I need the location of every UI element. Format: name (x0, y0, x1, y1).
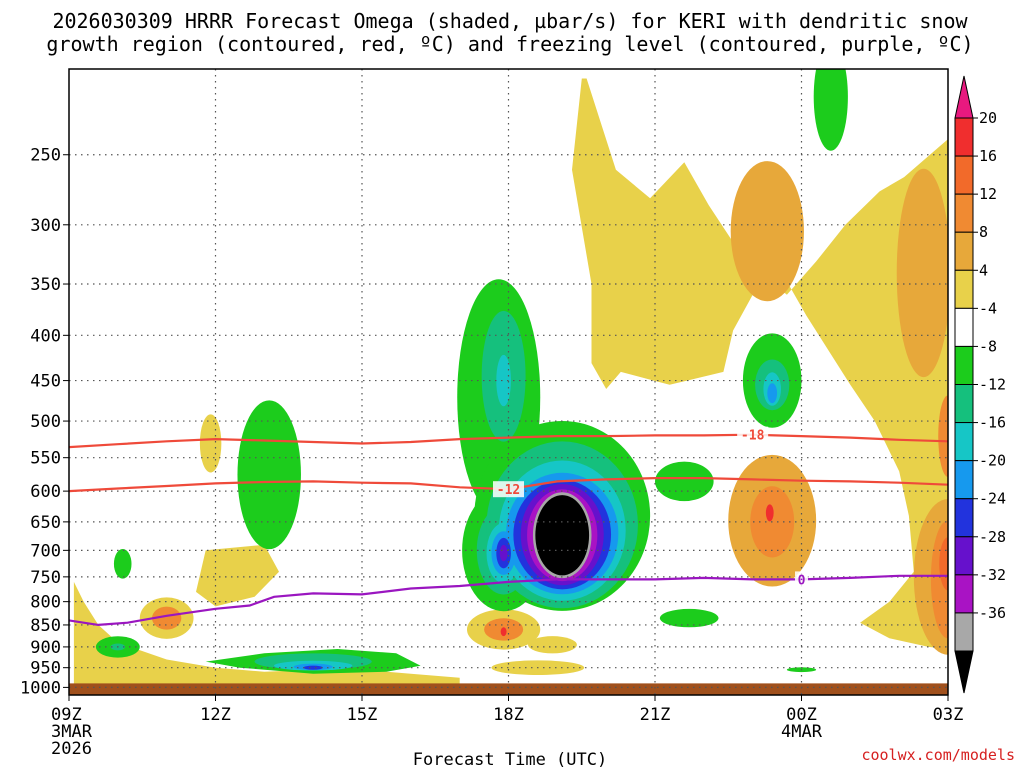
omega-region-20-1 (500, 627, 507, 637)
x-tick-sublabel-00Z: 4MAR (781, 722, 823, 742)
omega-region-neg24-2 (303, 665, 323, 670)
contour-label-bg-freezing-level (795, 571, 808, 588)
colorbar-swatch-8 (954, 422, 974, 462)
omega-region-4-1 (196, 544, 279, 607)
omega-region-neg8-1 (113, 548, 132, 579)
colorbar-tick-label-0: 20 (979, 109, 997, 127)
credit-link[interactable]: coolwx.com/models (861, 746, 1015, 764)
colorbar-swatch-7 (954, 384, 974, 424)
y-axis: 2503003504004505005506006507007508008509… (20, 146, 69, 698)
colorbar-swatch-5 (954, 307, 974, 347)
x-tick-label-21Z: 21Z (640, 705, 671, 725)
x-axis-label: Forecast Time (UTC) (413, 750, 607, 768)
omega-region-neg28-0 (499, 544, 508, 562)
omega-region-4-7 (572, 78, 948, 649)
colorbar-tick-label-8: -16 (979, 414, 1006, 432)
colorbar-tick-label-1: 16 (979, 147, 997, 165)
y-tick-label-500: 500 (30, 412, 61, 432)
colorbar-swatch-2 (954, 193, 974, 233)
omega-region-neg8-8 (659, 608, 719, 628)
colorbar-tick-label-7: -12 (979, 376, 1006, 394)
colorbar-tick-label-9: -20 (979, 452, 1006, 470)
contour-label-bg-dendritic-top (737, 426, 769, 443)
omega-region-4-0 (73, 581, 460, 688)
contour-label-dendritic-bottom: -12 (497, 483, 520, 498)
colorbar-tick-label-11: -28 (979, 528, 1006, 546)
y-tick-label-800: 800 (30, 593, 61, 613)
omega-region-4-3 (199, 414, 222, 473)
x-tick-label-18Z: 18Z (493, 705, 524, 725)
colorbar-swatch-4 (954, 269, 974, 309)
contour-lines: -18 -12 0 (69, 426, 948, 627)
contour-label-bg-dendritic-bottom (493, 481, 524, 498)
y-tick-label-300: 300 (30, 216, 61, 236)
colorbar-swatch-12 (954, 574, 974, 614)
omega-region-12-1 (938, 395, 948, 477)
colorbar-tick-label-5: -4 (979, 299, 997, 317)
omega-region-4-5 (528, 636, 577, 654)
omega-region-neg8-7 (655, 461, 714, 502)
colorbar-swatch-3 (954, 231, 974, 271)
y-tick-label-650: 650 (30, 513, 61, 533)
colorbar: 20 16 12 8 4 -4 -8 -12 -16 -20 -24 -28 -32 -36 (954, 75, 1006, 694)
x-tick-sublabel-09Z: 3MAR (51, 722, 93, 742)
contour-dendritic-top (69, 433, 948, 449)
omega-region-8-2 (896, 168, 948, 378)
colorbar-swatch-11 (954, 536, 974, 576)
contour-freezing-level (69, 574, 948, 627)
omega-region-neg8-2 (237, 400, 301, 550)
y-tick-label-900: 900 (30, 638, 61, 658)
colorbar-swatch-13 (954, 612, 974, 652)
x-tick-label-03Z: 03Z (933, 705, 964, 725)
omega-region-neg8-10 (813, 69, 848, 151)
colorbar-swatch-9 (954, 460, 974, 500)
y-tick-label-400: 400 (30, 326, 61, 346)
colorbar-tick-label-3: 8 (979, 223, 988, 241)
y-tick-label-550: 550 (30, 449, 61, 469)
x-tick-label-09Z: 09Z (51, 705, 82, 725)
y-tick-label-600: 600 (30, 482, 61, 502)
colorbar-swatch-10 (954, 498, 974, 538)
colorbar-swatch-1 (954, 155, 974, 195)
y-tick-label-700: 700 (30, 541, 61, 561)
y-tick-label-250: 250 (30, 146, 61, 166)
contour-label-dendritic-top: -18 (741, 429, 765, 444)
y-tick-label-450: 450 (30, 372, 61, 392)
x-tick-year-09Z: 2026 (51, 739, 92, 759)
ground-surface (69, 683, 948, 695)
omega-region-neg40-0 (535, 495, 590, 576)
y-tick-label-750: 750 (30, 568, 61, 588)
omega-region-neg16-4 (496, 354, 511, 407)
colorbar-tick-label-13: -36 (979, 604, 1006, 622)
omega-region-8-0 (730, 161, 804, 302)
colorbar-tick-label-10: -24 (979, 490, 1006, 508)
y-tick-label-950: 950 (30, 659, 61, 679)
y-tick-label-850: 850 (30, 616, 61, 636)
omega-shaded-field (73, 69, 948, 688)
colorbar-tick-label-6: -8 (979, 337, 997, 355)
x-tick-label-12Z: 12Z (200, 705, 231, 725)
chart-title-line-2: growth region (contoured, red, ºC) and f… (46, 32, 973, 56)
omega-region-20-0 (765, 504, 774, 522)
colorbar-bottom-arrow (954, 650, 974, 694)
y-tick-label-1000: 1000 (20, 678, 61, 698)
colorbar-swatch-6 (954, 345, 974, 385)
colorbar-tick-label-2: 12 (979, 185, 997, 203)
x-tick-label-00Z: 00Z (786, 705, 817, 725)
contour-label-freezing-level: 0 (798, 573, 806, 588)
colorbar-top-arrow (954, 75, 974, 119)
x-tick-label-15Z: 15Z (347, 705, 378, 725)
colorbar-tick-label-4: 4 (979, 261, 988, 279)
omega-region-12-3 (152, 606, 182, 630)
chart-title-line-1: 2026030309 HRRR Forecast Omega (shaded, … (52, 9, 968, 33)
y-tick-label-350: 350 (30, 275, 61, 295)
colorbar-tick-label-12: -32 (979, 566, 1006, 584)
colorbar-swatch-0 (954, 117, 974, 157)
omega-region-neg20-3 (767, 383, 778, 404)
